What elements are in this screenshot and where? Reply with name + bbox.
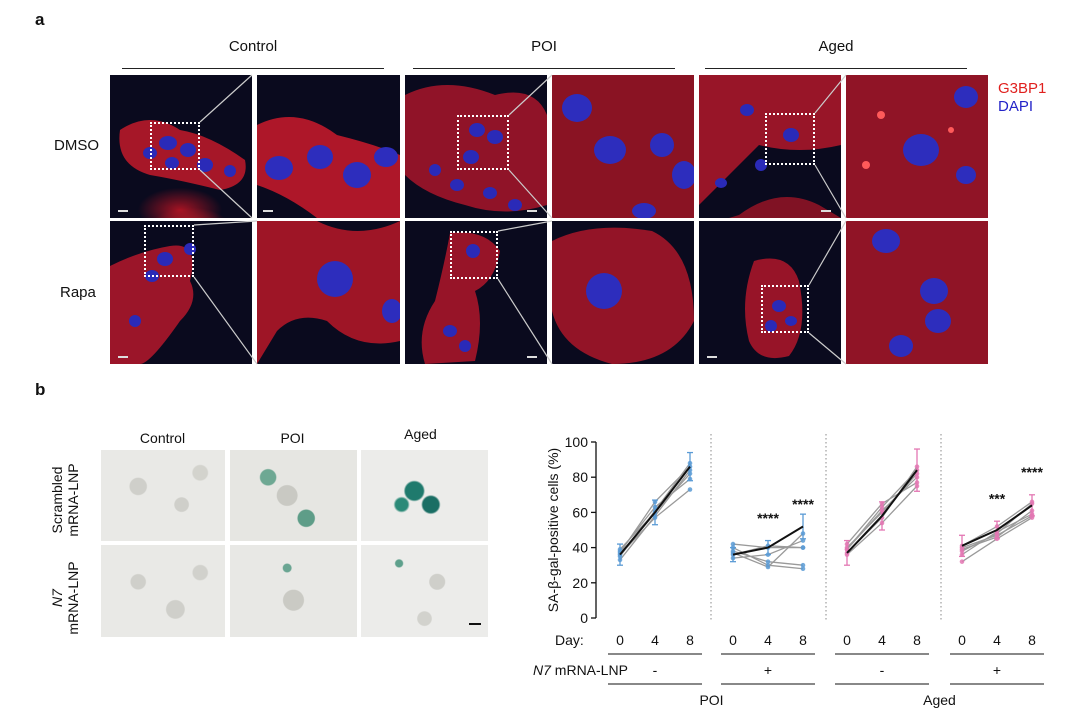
row-label-line1: N7 xyxy=(49,589,65,607)
data-point xyxy=(959,559,965,564)
zoom-box xyxy=(450,231,498,279)
brightfield-control-scrambled xyxy=(101,450,225,541)
data-point xyxy=(730,541,736,547)
scale-bar xyxy=(527,210,537,212)
treatment-sign: + xyxy=(993,662,1001,678)
scale-bar xyxy=(707,356,717,358)
legend-g3bp1: G3BP1 xyxy=(998,80,1047,97)
day-tick-label: 4 xyxy=(764,632,772,648)
micrograph-control-rapa xyxy=(110,221,252,364)
panel-b-row-scrambled: Scrambled mRNA-LNP xyxy=(49,455,81,545)
zoom-box xyxy=(144,225,194,277)
y-tick-label: 80 xyxy=(572,469,588,485)
day-tick-label: 0 xyxy=(729,632,737,648)
brightfield-aged-scrambled xyxy=(361,450,488,541)
group-name-poi: POI xyxy=(699,692,723,708)
micrograph-poi-rapa-zoom xyxy=(552,221,694,364)
micrograph-aged-dmso-zoom xyxy=(846,75,988,218)
day-tick-label: 8 xyxy=(913,632,921,648)
scale-bar xyxy=(118,356,128,358)
day-tick-label: 0 xyxy=(843,632,851,648)
y-axis-label: SA-β-gal-positive cells (%) xyxy=(545,448,561,612)
y-tick-label: 100 xyxy=(565,434,589,450)
brightfield-aged-n7 xyxy=(361,545,488,637)
panel-a-bracket-aged xyxy=(705,68,967,69)
row-label-line2: mRNA-LNP xyxy=(65,463,81,537)
zoom-box xyxy=(765,113,815,165)
scale-bar xyxy=(263,210,273,212)
zoom-box xyxy=(150,122,200,170)
row-label-line2: mRNA-LNP xyxy=(65,561,81,635)
day-label: Day: xyxy=(555,632,584,648)
n7-mrna-lnp-label: N7 mRNA-LNP xyxy=(533,662,628,678)
panel-a-group-poi: POI xyxy=(531,38,557,55)
y-tick-label: 0 xyxy=(580,610,588,626)
day-tick-label: 4 xyxy=(878,632,886,648)
panel-b-letter: b xyxy=(35,380,46,399)
micrograph-poi-rapa xyxy=(405,221,547,364)
group-name-aged: Aged xyxy=(923,692,956,708)
data-point xyxy=(800,562,806,568)
data-point xyxy=(687,487,693,492)
scale-bar xyxy=(469,623,481,625)
mean-line xyxy=(619,466,691,556)
micrograph-aged-dmso xyxy=(699,75,841,218)
data-point xyxy=(765,559,771,564)
panel-a-bracket-poi xyxy=(413,68,675,69)
legend-dapi: DAPI xyxy=(998,98,1034,115)
day-tick-label: 4 xyxy=(993,632,1001,648)
significance-stars: **** xyxy=(1021,464,1043,480)
data-point xyxy=(800,545,806,550)
mean-line xyxy=(846,469,918,554)
panel-b-row-n7: N7 mRNA-LNP xyxy=(49,553,81,643)
zoom-box xyxy=(761,285,809,333)
brightfield-poi-scrambled xyxy=(230,450,357,541)
day-tick-label: 8 xyxy=(799,632,807,648)
brightfield-poi-n7 xyxy=(230,545,357,637)
treatment-sign: - xyxy=(653,662,658,678)
micrograph-aged-rapa xyxy=(699,221,841,364)
data-point xyxy=(800,566,806,572)
scale-bar xyxy=(527,356,537,358)
micrograph-aged-rapa-zoom xyxy=(846,221,988,364)
micrograph-poi-dmso xyxy=(405,75,547,218)
micrograph-control-dmso xyxy=(110,75,252,218)
day-tick-label: 4 xyxy=(651,632,659,648)
panel-a-group-aged: Aged xyxy=(818,38,854,55)
panel-b-col-control: Control xyxy=(139,430,186,446)
zoom-box xyxy=(457,115,509,170)
day-tick-label: 0 xyxy=(616,632,624,648)
y-tick-label: 60 xyxy=(572,504,588,520)
data-point xyxy=(765,564,771,570)
micrograph-control-rapa-zoom xyxy=(257,221,400,364)
day-tick-label: 8 xyxy=(686,632,694,648)
panel-a-row-dmso: DMSO xyxy=(54,137,99,154)
panel-a-group-control: Control xyxy=(228,38,278,55)
micrograph-control-dmso-zoom xyxy=(257,75,400,218)
y-tick-label: 20 xyxy=(572,575,588,591)
significance-stars: **** xyxy=(757,510,779,526)
panel-a-bracket-control xyxy=(122,68,384,69)
scale-bar xyxy=(118,210,128,212)
panel-a-letter: a xyxy=(35,10,45,29)
treatment-sign: + xyxy=(764,662,772,678)
row-label-line1: Scrambled xyxy=(49,466,65,534)
y-tick-label: 40 xyxy=(572,540,588,556)
panel-b-col-aged: Aged xyxy=(404,426,437,442)
significance-stars: **** xyxy=(792,496,814,512)
brightfield-control-n7 xyxy=(101,545,225,637)
mean-line xyxy=(732,525,804,556)
panel-b-col-poi: POI xyxy=(280,430,305,446)
mean-line xyxy=(961,504,1033,547)
panel-a-row-rapa: Rapa xyxy=(60,284,96,301)
day-tick-label: 8 xyxy=(1028,632,1036,648)
significance-stars: *** xyxy=(989,491,1006,507)
micrograph-poi-dmso-zoom xyxy=(552,75,694,218)
treatment-sign: - xyxy=(880,662,885,678)
scale-bar xyxy=(821,210,831,212)
day-tick-label: 0 xyxy=(958,632,966,648)
